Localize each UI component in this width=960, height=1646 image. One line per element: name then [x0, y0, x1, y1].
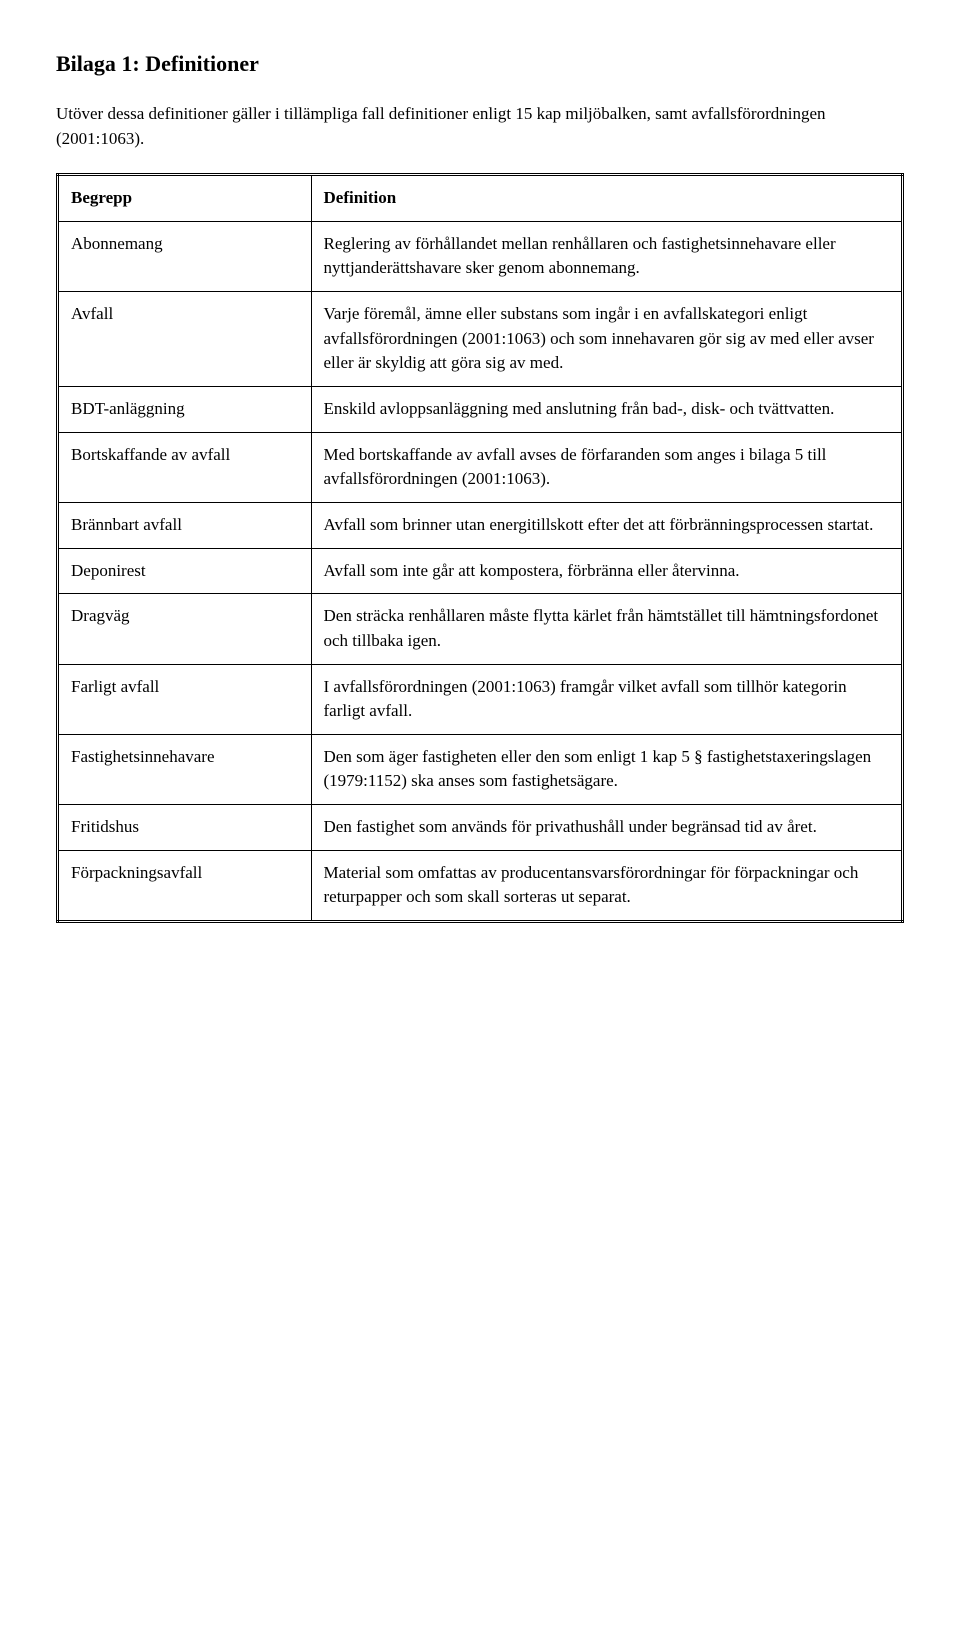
column-header-term: Begrepp: [58, 175, 312, 222]
definition-cell: Den som äger fastigheten eller den som e…: [311, 734, 903, 804]
term-cell: Brännbart avfall: [58, 502, 312, 548]
table-row: Fastighetsinnehavare Den som äger fastig…: [58, 734, 903, 804]
definition-cell: Avfall som brinner utan energitillskott …: [311, 502, 903, 548]
table-row: Bortskaffande av avfall Med bortskaffand…: [58, 432, 903, 502]
term-cell: Bortskaffande av avfall: [58, 432, 312, 502]
definition-cell: Avfall som inte går att kompostera, förb…: [311, 548, 903, 594]
definition-cell: Den fastighet som används för privathush…: [311, 805, 903, 851]
definition-cell: Varje föremål, ämne eller substans som i…: [311, 292, 903, 387]
definitions-table: Begrepp Definition Abonnemang Reglering …: [56, 173, 904, 923]
table-row: Dragväg Den sträcka renhållaren måste fl…: [58, 594, 903, 664]
table-row: Brännbart avfall Avfall som brinner utan…: [58, 502, 903, 548]
table-row: Fritidshus Den fastighet som används för…: [58, 805, 903, 851]
definition-cell: Enskild avloppsanläggning med anslutning…: [311, 387, 903, 433]
definition-cell: Reglering av förhållandet mellan renhåll…: [311, 221, 903, 291]
definition-cell: Material som omfattas av producentansvar…: [311, 850, 903, 921]
term-cell: Farligt avfall: [58, 664, 312, 734]
intro-paragraph: Utöver dessa definitioner gäller i tillä…: [56, 102, 904, 151]
term-cell: Dragväg: [58, 594, 312, 664]
table-row: Förpackningsavfall Material som omfattas…: [58, 850, 903, 921]
term-cell: Avfall: [58, 292, 312, 387]
term-cell: BDT-anläggning: [58, 387, 312, 433]
definition-cell: Den sträcka renhållaren måste flytta kär…: [311, 594, 903, 664]
column-header-definition: Definition: [311, 175, 903, 222]
table-row: Avfall Varje föremål, ämne eller substan…: [58, 292, 903, 387]
table-row: Abonnemang Reglering av förhållandet mel…: [58, 221, 903, 291]
table-row: Deponirest Avfall som inte går att kompo…: [58, 548, 903, 594]
definition-cell: Med bortskaffande av avfall avses de för…: [311, 432, 903, 502]
term-cell: Abonnemang: [58, 221, 312, 291]
page-title: Bilaga 1: Definitioner: [56, 48, 904, 80]
table-row: Farligt avfall I avfallsförordningen (20…: [58, 664, 903, 734]
table-row: BDT-anläggning Enskild avloppsanläggning…: [58, 387, 903, 433]
definition-cell: I avfallsförordningen (2001:1063) framgå…: [311, 664, 903, 734]
term-cell: Förpackningsavfall: [58, 850, 312, 921]
term-cell: Deponirest: [58, 548, 312, 594]
term-cell: Fastighetsinnehavare: [58, 734, 312, 804]
term-cell: Fritidshus: [58, 805, 312, 851]
